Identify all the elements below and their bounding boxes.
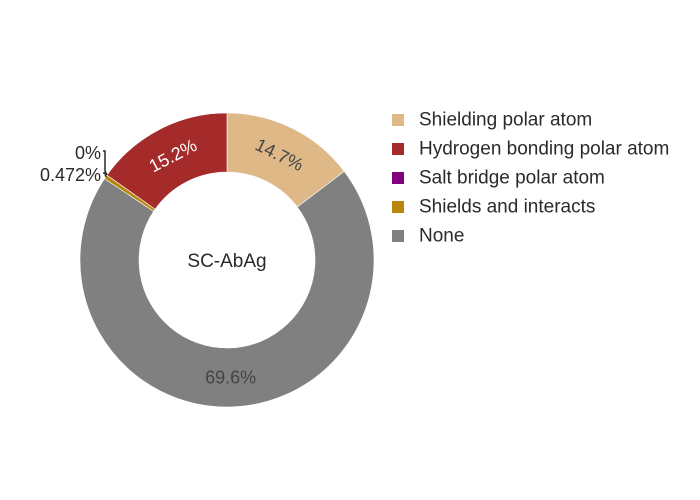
- donut-center-label: SC-AbAg: [187, 251, 266, 272]
- legend-swatch-none: [392, 230, 404, 242]
- slice-label-salt-bridge-polar-atom: 0%: [75, 143, 101, 163]
- legend-item-shielding-polar-atom[interactable]: Shielding polar atom: [392, 110, 592, 131]
- legend-item-shields-and-interacts[interactable]: Shields and interacts: [392, 197, 595, 218]
- legend-swatch-hydrogen-bonding-polar-atom: [392, 143, 404, 155]
- legend-item-hydrogen-bonding-polar-atom[interactable]: Hydrogen bonding polar atom: [392, 139, 669, 160]
- legend-label-shielding-polar-atom: Shielding polar atom: [419, 110, 592, 131]
- slice-hydrogen-bonding-polar-atom: [106, 112, 228, 210]
- slice-label-none: 69.6%: [205, 367, 256, 387]
- slice-label-shields-and-interacts: 0.472%: [40, 165, 101, 185]
- legend-swatch-shielding-polar-atom: [392, 114, 404, 126]
- leader-line-shields-and-interacts: [103, 172, 107, 178]
- leader-line-salt-bridge-polar-atom: [103, 150, 108, 176]
- legend-label-none: None: [419, 226, 464, 247]
- legend-item-salt-bridge-polar-atom[interactable]: Salt bridge polar atom: [392, 168, 605, 189]
- legend-label-hydrogen-bonding-polar-atom: Hydrogen bonding polar atom: [419, 139, 669, 160]
- legend-swatch-salt-bridge-polar-atom: [392, 172, 404, 184]
- legend: Shielding polar atom Hydrogen bonding pol…: [392, 110, 669, 247]
- donut-slices: [79, 112, 375, 408]
- legend-label-shields-and-interacts: Shields and interacts: [419, 197, 595, 218]
- legend-item-none[interactable]: None: [392, 226, 464, 247]
- legend-swatch-shields-and-interacts: [392, 201, 404, 213]
- legend-label-salt-bridge-polar-atom: Salt bridge polar atom: [419, 168, 605, 189]
- slice-none: [79, 170, 375, 408]
